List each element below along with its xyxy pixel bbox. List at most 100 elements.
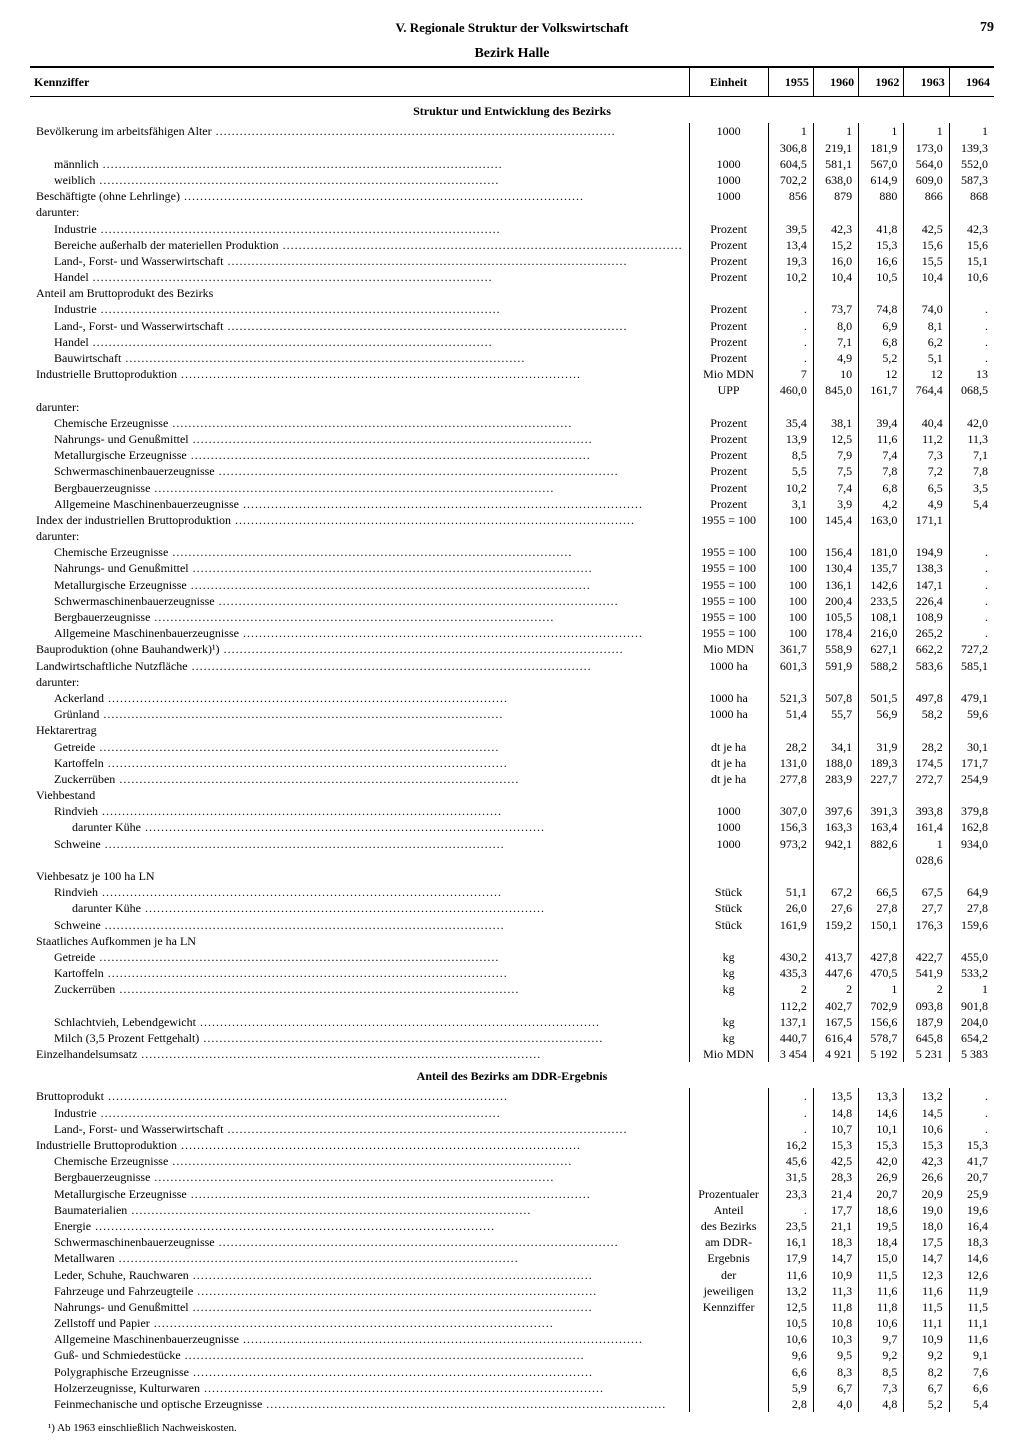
row-value: 55,7 bbox=[813, 706, 858, 722]
row-value: 601,3 bbox=[768, 658, 813, 674]
row-value: 645,8 bbox=[904, 1030, 949, 1046]
row-value: 13,2 bbox=[768, 1283, 813, 1299]
row-value: 5,2 bbox=[904, 1396, 949, 1412]
row-value: 51,4 bbox=[768, 706, 813, 722]
row-value: 163,0 bbox=[859, 512, 904, 528]
row-unit: 1000 ha bbox=[689, 706, 768, 722]
header-row: Kennziffer Einheit 1955 1960 1962 1963 1… bbox=[30, 67, 994, 97]
row-value: 13,9 bbox=[768, 431, 813, 447]
table-row: darunter: bbox=[30, 528, 994, 544]
row-value: 100 bbox=[768, 544, 813, 560]
row-unit: Mio MDN bbox=[689, 641, 768, 657]
row-value: 18,6 bbox=[859, 1202, 904, 1218]
row-value: 8,2 bbox=[904, 1364, 949, 1380]
table-row: Kartoffelnkg435,3447,6470,5541,9533,2 bbox=[30, 965, 994, 981]
row-value: 2 093,8 bbox=[904, 981, 949, 1013]
table-row: Schwermaschinenbauerzeugnisse16,118,318,… bbox=[30, 1234, 994, 1250]
row-value: . bbox=[949, 350, 994, 366]
table-row: Grünland1000 ha51,455,756,958,259,6 bbox=[30, 706, 994, 722]
row-value: 3,5 bbox=[949, 480, 994, 496]
row-label: Viehbesatz je 100 ha LN bbox=[30, 868, 689, 884]
row-unit: Prozent bbox=[689, 415, 768, 431]
table-row: Guß- und Schmiedestücke9,69,59,29,29,1 bbox=[30, 1347, 994, 1363]
row-unit: kg bbox=[689, 981, 768, 1013]
row-value: 866 bbox=[904, 188, 949, 204]
row-value: 7 460,0 bbox=[768, 366, 813, 398]
row-value: 5,4 bbox=[949, 496, 994, 512]
section-heading: Anteil des Bezirks am DDR-Ergebnis bbox=[30, 1062, 994, 1088]
row-value: 470,5 bbox=[859, 965, 904, 981]
row-label: Schwermaschinenbauerzeugnisse bbox=[30, 463, 689, 479]
row-value: 7,8 bbox=[949, 463, 994, 479]
row-unit: Prozent bbox=[689, 447, 768, 463]
table-row: Allgemeine MaschinenbauerzeugnisseProzen… bbox=[30, 496, 994, 512]
row-value: 34,1 bbox=[813, 739, 858, 755]
row-unit: 1000 bbox=[689, 836, 768, 868]
row-unit: 1955 = 100 bbox=[689, 577, 768, 593]
row-value: 5,9 bbox=[768, 1380, 813, 1396]
row-unit: Stück bbox=[689, 884, 768, 900]
row-label: Index der industriellen Bruttoproduktion bbox=[30, 512, 689, 528]
row-label: Getreide bbox=[30, 949, 689, 965]
row-value: 100 bbox=[768, 577, 813, 593]
row-value: 39,4 bbox=[859, 415, 904, 431]
row-unit: Prozent bbox=[689, 253, 768, 269]
row-label: Industrielle Bruttoproduktion bbox=[30, 366, 689, 398]
row-unit: dt je ha bbox=[689, 739, 768, 755]
row-value: 145,4 bbox=[813, 512, 858, 528]
row-value: 614,9 bbox=[859, 172, 904, 188]
row-value: 41,7 bbox=[949, 1153, 994, 1169]
row-label: Baumaterialien bbox=[30, 1202, 689, 1218]
row-value: 12 764,4 bbox=[904, 366, 949, 398]
row-value: 5 383 bbox=[949, 1046, 994, 1062]
row-value: 45,6 bbox=[768, 1153, 813, 1169]
row-value: 17,5 bbox=[904, 1234, 949, 1250]
row-label: Industrie bbox=[30, 1105, 689, 1121]
row-value: 73,7 bbox=[813, 301, 858, 317]
row-value: 233,5 bbox=[859, 593, 904, 609]
row-value: 8,5 bbox=[859, 1364, 904, 1380]
row-value: 7,1 bbox=[813, 334, 858, 350]
row-label: Allgemeine Maschinenbauerzeugnisse bbox=[30, 625, 689, 641]
row-value: 10,2 bbox=[768, 269, 813, 285]
stats-table: Kennziffer Einheit 1955 1960 1962 1963 1… bbox=[30, 66, 994, 1412]
row-value: 15,1 bbox=[949, 253, 994, 269]
row-value: 11,1 bbox=[949, 1315, 994, 1331]
table-row: Polygraphische Erzeugnisse6,68,38,58,27,… bbox=[30, 1364, 994, 1380]
table-row: Bauproduktion (ohne Bauhandwerk)¹)Mio MD… bbox=[30, 641, 994, 657]
row-value: 13 068,5 bbox=[949, 366, 994, 398]
row-label: Zuckerrüben bbox=[30, 771, 689, 787]
row-unit: 1000 bbox=[689, 803, 768, 819]
row-value: 9,6 bbox=[768, 1347, 813, 1363]
row-value: 12,3 bbox=[904, 1267, 949, 1283]
row-unit: kg bbox=[689, 949, 768, 965]
row-label: darunter: bbox=[30, 204, 689, 220]
row-value: 10,6 bbox=[949, 269, 994, 285]
table-row: Metallurgische Erzeugnisse1955 = 1001001… bbox=[30, 577, 994, 593]
row-value: 10,2 bbox=[768, 480, 813, 496]
row-value: 609,0 bbox=[904, 172, 949, 188]
row-value: 67,5 bbox=[904, 884, 949, 900]
row-label: Grünland bbox=[30, 706, 689, 722]
row-value: 5 231 bbox=[904, 1046, 949, 1062]
table-row: Getreidekg430,2413,7427,8422,7455,0 bbox=[30, 949, 994, 965]
row-value: . bbox=[768, 334, 813, 350]
row-value: 42,0 bbox=[949, 415, 994, 431]
row-label: weiblich bbox=[30, 172, 689, 188]
row-value: 868 bbox=[949, 188, 994, 204]
row-value: 497,8 bbox=[904, 690, 949, 706]
table-row: darunter KüheStück26,027,627,827,727,8 bbox=[30, 900, 994, 916]
row-value: 7,3 bbox=[904, 447, 949, 463]
row-value: . bbox=[949, 318, 994, 334]
table-row: Industrielle Bruttoproduktion16,215,315,… bbox=[30, 1137, 994, 1153]
row-unit: 1000 bbox=[689, 156, 768, 172]
table-body: Struktur und Entwicklung des BezirksBevö… bbox=[30, 97, 994, 1413]
row-value: 16,6 bbox=[859, 253, 904, 269]
row-label: Kartoffeln bbox=[30, 965, 689, 981]
row-value: 10,6 bbox=[859, 1315, 904, 1331]
col-1962: 1962 bbox=[859, 67, 904, 97]
row-value: 11,6 bbox=[904, 1283, 949, 1299]
row-value: 3,1 bbox=[768, 496, 813, 512]
row-value: 15,5 bbox=[904, 253, 949, 269]
row-value: 6,6 bbox=[949, 1380, 994, 1396]
